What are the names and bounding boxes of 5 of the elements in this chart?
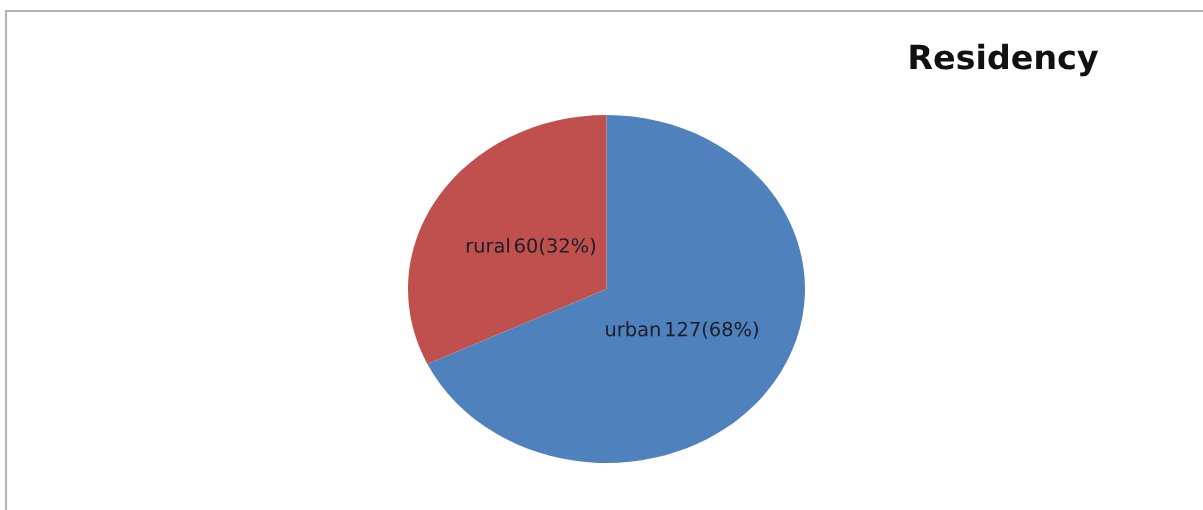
data-label: 60(32%) <box>514 237 596 256</box>
data-label: 127(68%) <box>666 321 758 339</box>
slice-label: rural <box>466 237 509 253</box>
text: Residency <box>910 43 1099 77</box>
slice-label: urban <box>606 321 660 337</box>
